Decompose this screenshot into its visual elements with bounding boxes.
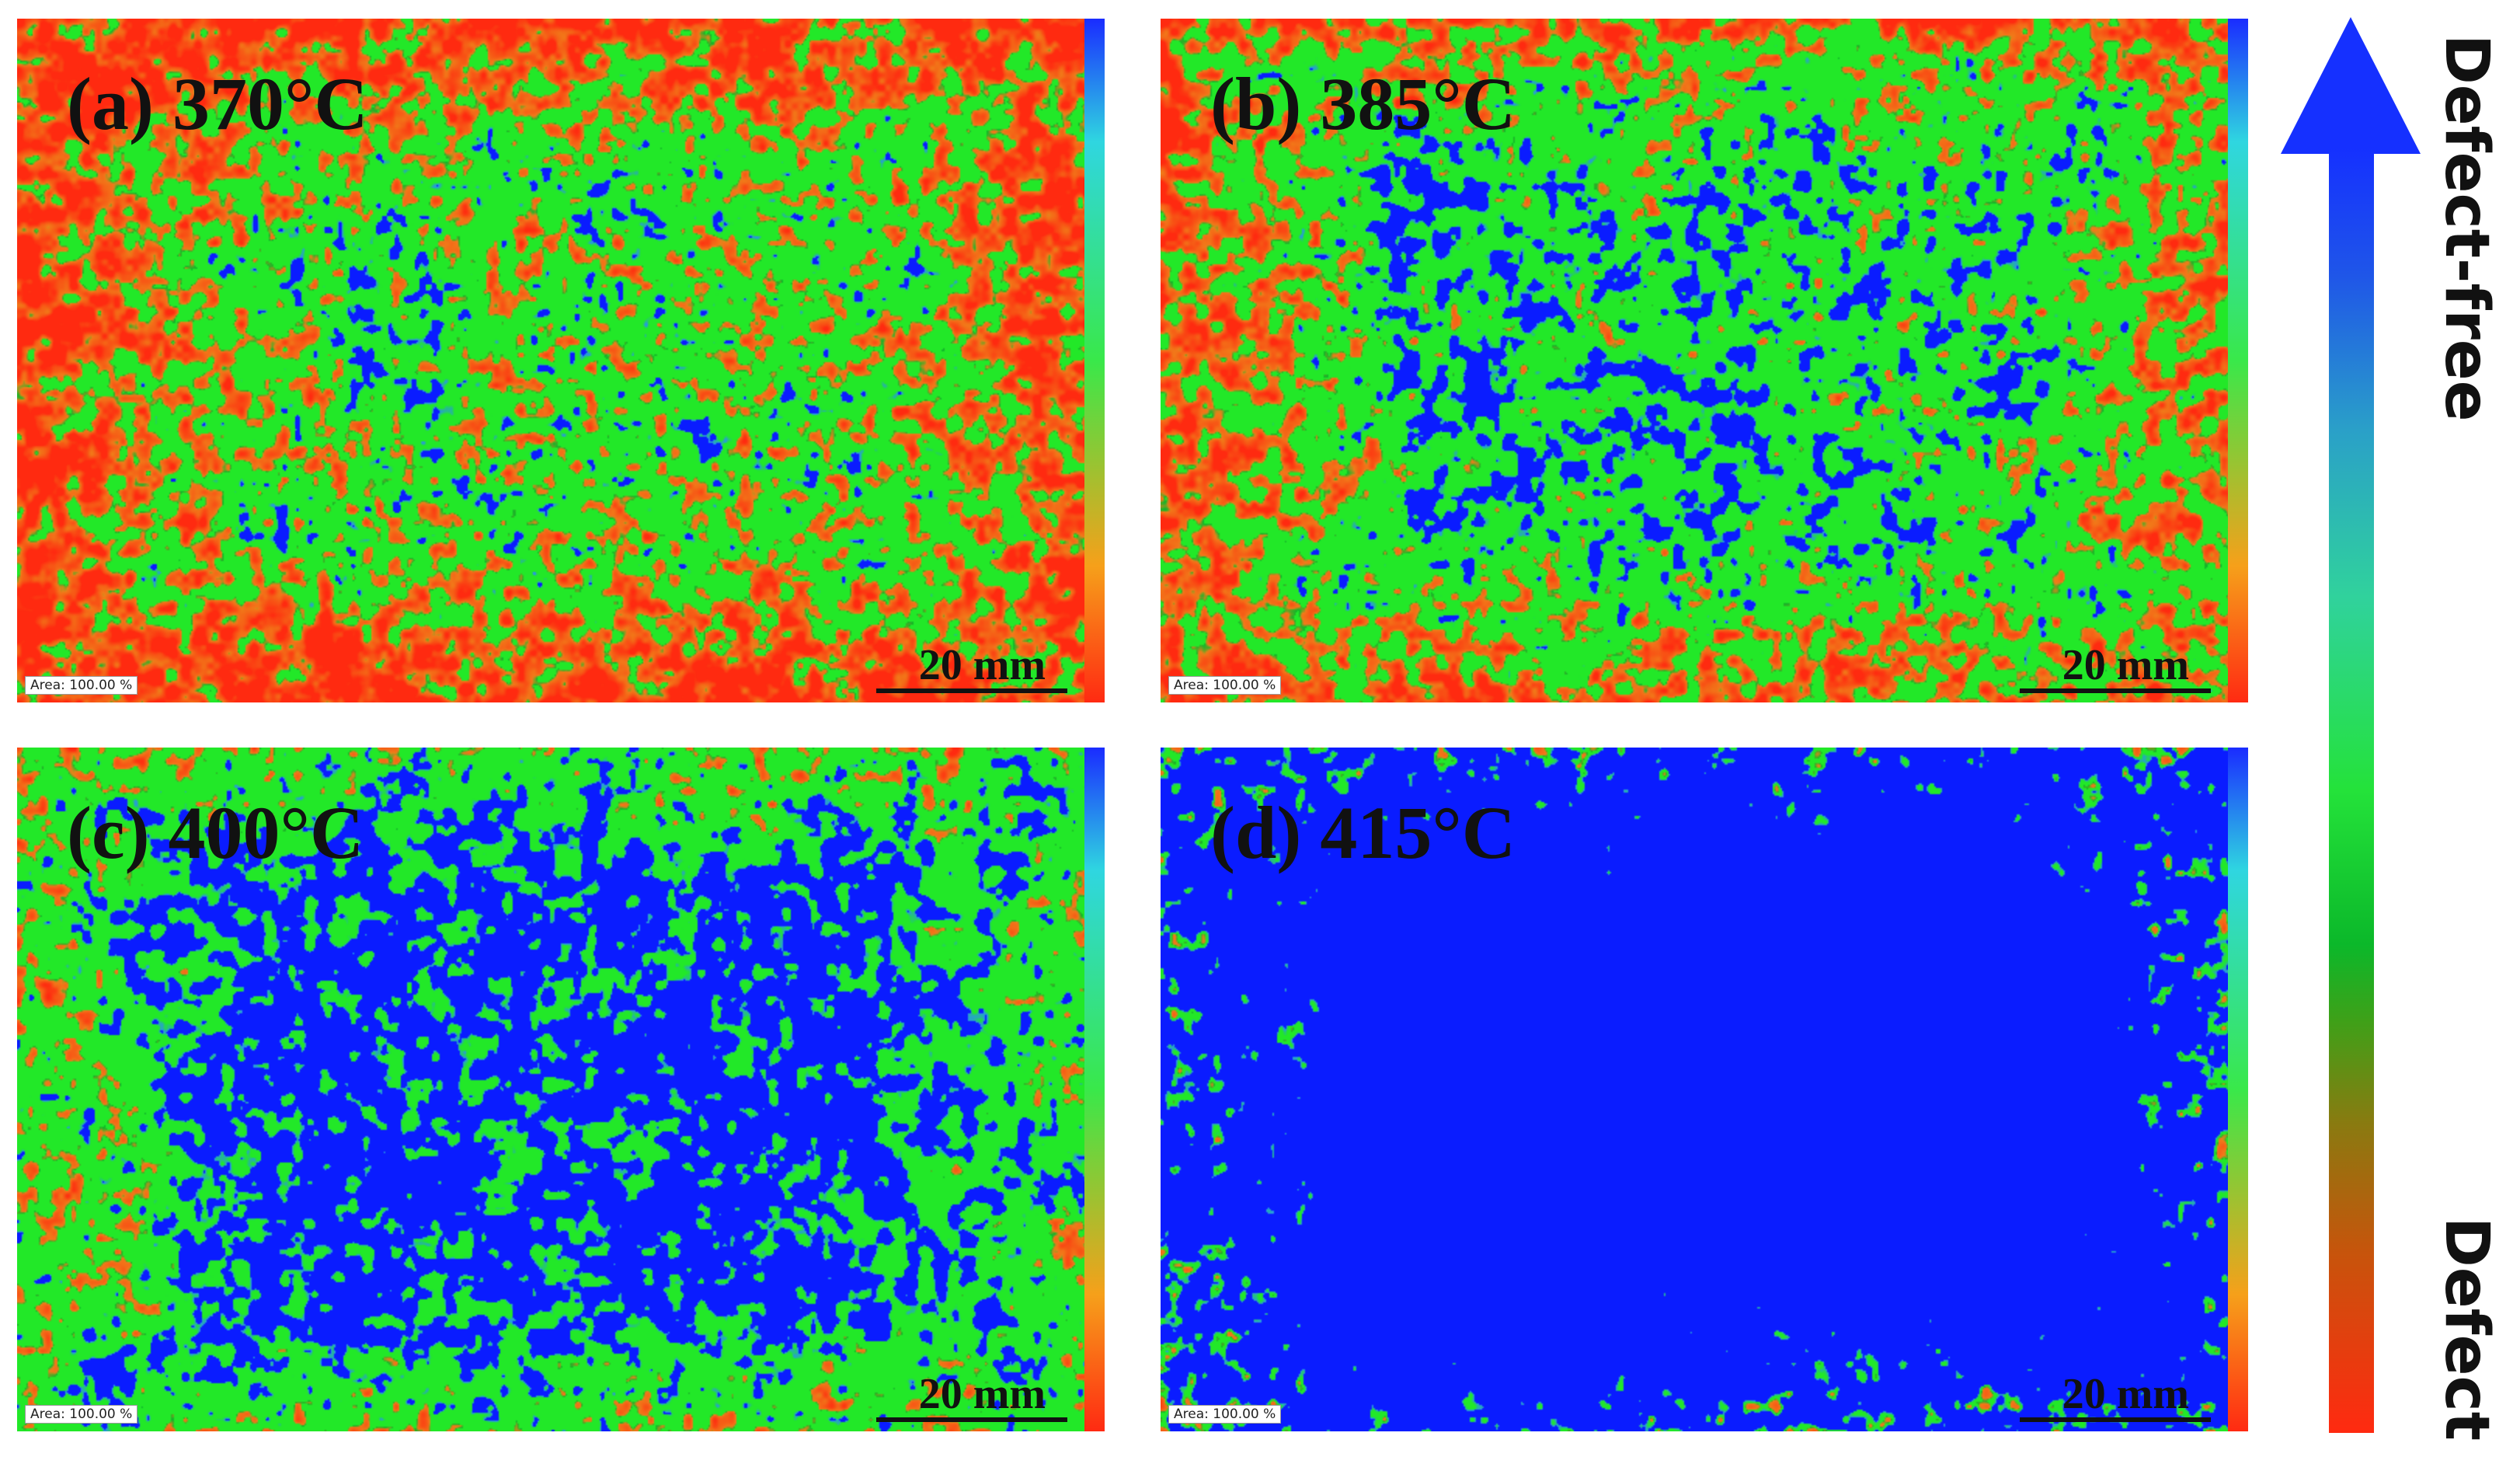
- panel-label: (a) 370°C: [67, 62, 368, 145]
- area-readout: Area: 100.00 %: [25, 676, 138, 695]
- thermograph-image: [17, 748, 1105, 1431]
- thermograph-image: [1161, 748, 2248, 1431]
- thermograph-panel-b: (b) 385°C Area: 100.00 % 20 mm: [1161, 19, 2248, 702]
- thermograph-panel-c: (c) 400°C Area: 100.00 % 20 mm: [17, 748, 1105, 1431]
- scale-bar: [876, 688, 1067, 693]
- arrow-up-icon: [2281, 17, 2421, 154]
- area-readout: Area: 100.00 %: [1168, 676, 1282, 695]
- thermograph-panel-a: (a) 370°C Area: 100.00 % 20 mm: [17, 19, 1105, 702]
- scale-bar-label: 20 mm: [2062, 641, 2189, 689]
- scale-bar-label: 20 mm: [2062, 1370, 2189, 1418]
- scale-bar: [2020, 688, 2211, 693]
- panel-colorbar-strip: [2228, 748, 2248, 1431]
- area-readout: Area: 100.00 %: [1168, 1405, 1282, 1424]
- scale-bar-label: 20 mm: [918, 641, 1046, 689]
- thermograph-image: [17, 19, 1105, 702]
- thermograph-image: [1161, 19, 2248, 702]
- panel-label: (b) 385°C: [1210, 62, 1516, 145]
- scale-bar: [2020, 1417, 2211, 1422]
- scale-bar-label: 20 mm: [918, 1370, 1046, 1418]
- panel-colorbar-strip: [1084, 19, 1105, 702]
- area-readout: Area: 100.00 %: [25, 1405, 138, 1424]
- panel-label: (d) 415°C: [1210, 791, 1516, 874]
- panel-colorbar-strip: [1084, 748, 1105, 1431]
- colorbar-bottom-label: Defect: [2431, 1217, 2501, 1441]
- thermograph-panel-d: (d) 415°C Area: 100.00 % 20 mm: [1161, 748, 2248, 1431]
- panel-label: (c) 400°C: [67, 791, 364, 874]
- scale-bar: [876, 1417, 1067, 1422]
- defect-colorbar: [2329, 148, 2374, 1433]
- colorbar-top-label: Defect-free: [2431, 34, 2501, 422]
- panel-colorbar-strip: [2228, 19, 2248, 702]
